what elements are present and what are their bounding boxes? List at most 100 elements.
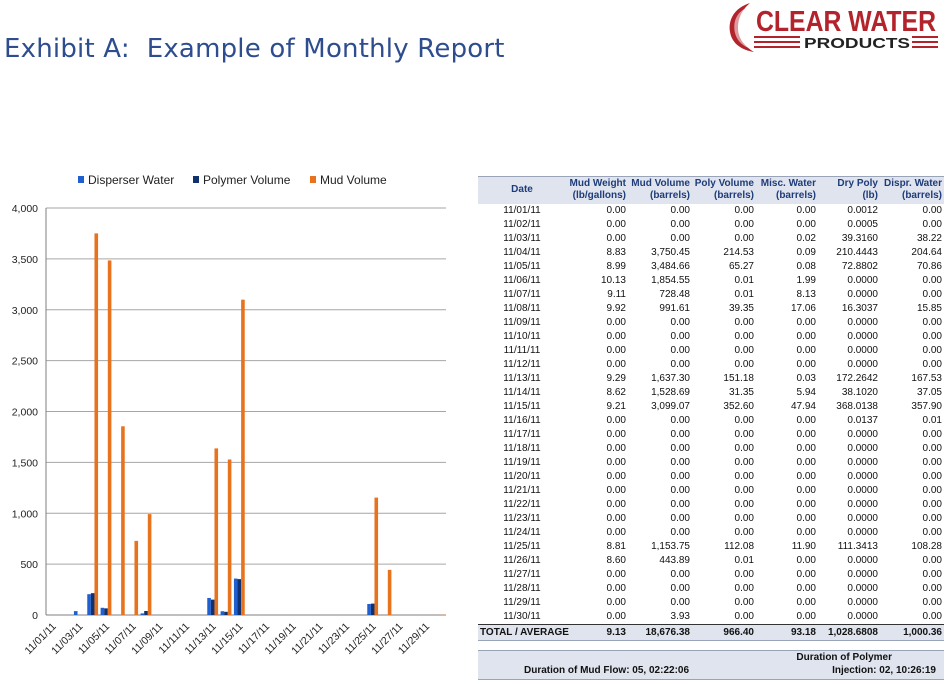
value-cell: 0.00: [734, 359, 754, 370]
value-cell: 0.00: [670, 457, 690, 468]
value-cell: 9.29: [606, 373, 626, 384]
value-cell: 0.0000: [847, 569, 878, 580]
table-row: 11/26/11 8.60 443.89 0.01 0.00 0.0000 0.00: [478, 554, 944, 568]
value-cell: 0.00: [922, 331, 942, 342]
value-cell: 1,000.36: [880, 624, 944, 641]
page-title: Exhibit A: Example of Monthly Report: [4, 34, 505, 64]
table-row: 11/17/11 0.00 0.00 0.00 0.00 0.0000 0.00: [478, 428, 944, 442]
value-cell: 0.00: [734, 513, 754, 524]
value-cell: 0.0000: [847, 485, 878, 496]
y-tick-label: 0: [32, 610, 38, 622]
value-cell: 9.21: [606, 401, 626, 412]
total-row: TOTAL / AVERAGE 9.13 18,676.38 966.40 93.18 1…: [478, 624, 944, 641]
bar-polymer-volume: [224, 611, 228, 615]
value-cell: 0.00: [606, 317, 626, 328]
table-row: 11/25/11 8.81 1,153.75 112.08 11.90 111.3413 1…: [478, 540, 944, 554]
value-cell: 210.4443: [836, 247, 878, 258]
table-row: 11/04/11 8.83 3,750.45 214.53 0.09 210.4443 20…: [478, 246, 944, 260]
date-cell: 11/07/11: [503, 289, 541, 300]
column-header: Mud Weight (lb/gallons): [566, 176, 628, 204]
value-cell: 0.00: [734, 457, 754, 468]
table-row: 11/15/11 9.21 3,099.07 352.60 47.94 368.0138 3…: [478, 400, 944, 414]
table-row: 11/24/11 0.00 0.00 0.00 0.00 0.0000 0.00: [478, 526, 944, 540]
table-body: 11/01/11 0.00 0.00 0.00 0.00 0.0012 0.00 11/02/…: [478, 204, 944, 641]
value-cell: 1,528.69: [651, 387, 690, 398]
value-cell: 0.00: [670, 583, 690, 594]
value-cell: 991.61: [659, 303, 690, 314]
value-cell: 3,099.07: [651, 401, 690, 412]
table-row: 11/29/11 0.00 0.00 0.00 0.00 0.0000 0.00: [478, 596, 944, 610]
value-cell: 0.00: [606, 429, 626, 440]
value-cell: 0.00: [670, 331, 690, 342]
value-cell: 0.00: [606, 611, 626, 622]
date-cell: 11/03/11: [503, 233, 541, 244]
value-cell: 0.00: [606, 527, 626, 538]
value-cell: 0.00: [670, 317, 690, 328]
y-tick-label: 2,000: [12, 407, 38, 419]
value-cell: 0.00: [922, 485, 942, 496]
bar-mud-volume: [214, 448, 219, 615]
value-cell: 0.00: [734, 317, 754, 328]
value-cell: 167.53: [911, 373, 942, 384]
value-cell: 0.0000: [847, 443, 878, 454]
table-row: 11/02/11 0.00 0.00 0.00 0.00 0.0005 0.00: [478, 218, 944, 232]
table-row: 11/14/11 8.62 1,528.69 31.35 5.94 38.1020 37.0…: [478, 386, 944, 400]
date-cell: 11/13/11: [503, 373, 541, 384]
value-cell: 0.00: [670, 569, 690, 580]
bar-mud-volume: [227, 459, 232, 615]
table-row: 11/13/11 9.29 1,637.30 151.18 0.03 172.2642 16…: [478, 372, 944, 386]
value-cell: 5.94: [796, 387, 816, 398]
value-cell: 0.00: [606, 359, 626, 370]
value-cell: 0.00: [734, 415, 754, 426]
bar-mud-volume: [121, 426, 125, 615]
value-cell: 39.3160: [841, 233, 878, 244]
table-row: 11/28/11 0.00 0.00 0.00 0.00 0.0000 0.00: [478, 582, 944, 596]
y-tick-label: 4,000: [12, 203, 38, 215]
value-cell: 93.18: [756, 624, 818, 641]
value-cell: 0.00: [922, 555, 942, 566]
date-cell: TOTAL / AVERAGE: [478, 624, 569, 641]
value-cell: 214.53: [723, 247, 754, 258]
legend-swatch: [310, 176, 316, 183]
value-cell: 0.00: [796, 457, 816, 468]
value-cell: 0.00: [606, 205, 626, 216]
date-cell: 11/28/11: [503, 583, 541, 594]
value-cell: 0.00: [922, 289, 942, 300]
value-cell: 0.00: [796, 317, 816, 328]
value-cell: 0.00: [796, 415, 816, 426]
value-cell: 0.00: [670, 485, 690, 496]
y-tick-label: 3,500: [12, 254, 38, 266]
value-cell: 0.01: [734, 275, 754, 286]
value-cell: 0.00: [922, 471, 942, 482]
date-cell: 11/29/11: [503, 597, 541, 608]
value-cell: 31.35: [728, 387, 754, 398]
value-cell: 0.09: [796, 247, 816, 258]
value-cell: 0.00: [796, 443, 816, 454]
value-cell: 0.00: [734, 583, 754, 594]
date-cell: 11/14/11: [503, 387, 541, 398]
bar-mud-volume: [147, 514, 152, 615]
table-row: 11/27/11 0.00 0.00 0.00 0.00 0.0000 0.00: [478, 568, 944, 582]
value-cell: 16.3037: [841, 303, 878, 314]
value-cell: 0.00: [796, 219, 816, 230]
value-cell: 1.99: [796, 275, 816, 286]
value-cell: 0.00: [922, 583, 942, 594]
bar-disperser-water: [140, 613, 145, 615]
table-row: 11/20/11 0.00 0.00 0.00 0.00 0.0000 0.00: [478, 470, 944, 484]
table-row: 11/18/11 0.00 0.00 0.00 0.00 0.0000 0.00: [478, 442, 944, 456]
value-cell: 0.0000: [847, 457, 878, 468]
date-cell: 11/19/11: [503, 457, 541, 468]
date-cell: 11/12/11: [503, 359, 541, 370]
value-cell: 0.00: [606, 415, 626, 426]
bar-polymer-volume: [104, 608, 108, 615]
date-cell: 11/15/11: [503, 401, 541, 412]
date-cell: 11/10/11: [503, 331, 541, 342]
table-row: 11/30/11 0.00 3.93 0.00 0.00 0.0000 0.00: [478, 610, 944, 625]
value-cell: 0.0005: [847, 219, 878, 230]
bar-polymer-volume: [90, 593, 95, 615]
logo-text-clear-water: CLEAR WATER: [756, 6, 936, 38]
value-cell: 0.02: [796, 233, 816, 244]
value-cell: 0.0000: [847, 583, 878, 594]
value-cell: 0.00: [606, 471, 626, 482]
value-cell: 0.00: [734, 443, 754, 454]
